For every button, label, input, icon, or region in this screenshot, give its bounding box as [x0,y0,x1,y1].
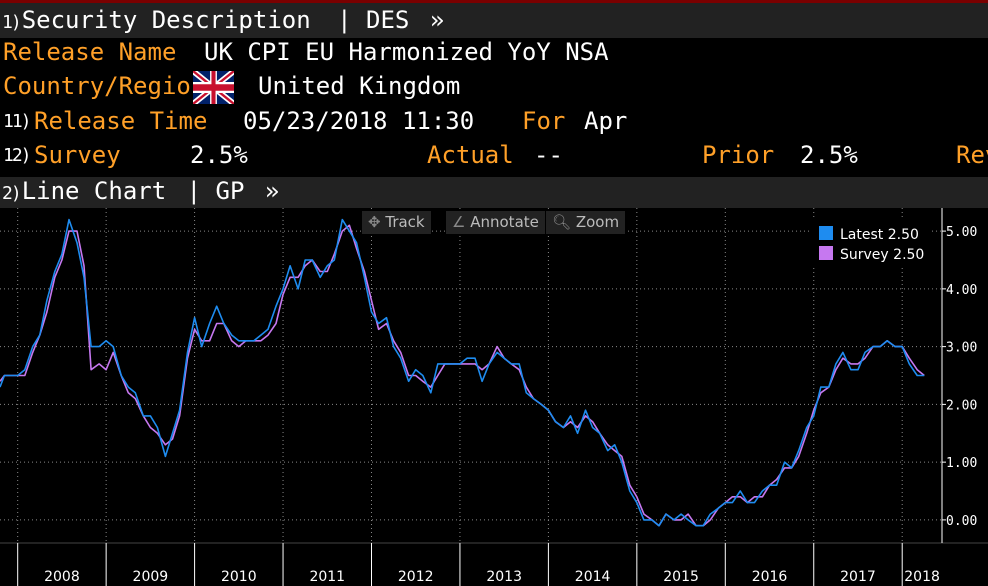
zoom-button[interactable]: 🔍︎ Zoom [546,211,626,234]
des-function-label[interactable]: | DES [337,6,410,34]
legend-swatch-survey [819,246,833,260]
chart-legend[interactable]: Latest 2.50 Survey 2.50 [810,220,932,266]
uk-flag-icon [193,71,234,104]
actual-label: Actual [427,141,514,169]
x-axis: 2008 2009 2010 2011 2012 2013 2014 2015 2016 2017… [0,542,988,586]
revised-label: Rev [956,141,988,169]
x-tick-label: 2010 [221,569,257,585]
menu-number: 2) [2,183,22,204]
security-description-title[interactable]: Security Description [21,6,311,34]
series-line-latest [0,218,925,527]
x-tick-label: 2011 [309,569,345,585]
annotate-button[interactable]: ∠ Annotate [446,211,545,234]
release-time-value: 05/23/2018 11:30 [243,107,475,135]
y-axis: 5.00 4.00 3.00 2.00 1.00 0.00 [941,208,977,543]
actual-value: -- [534,141,563,169]
for-value: Apr [584,107,628,135]
series-line-survey [0,224,925,527]
track-label: Track [385,213,425,231]
prior-value: 2.5% [800,141,858,169]
x-tick-label: 2009 [133,569,169,585]
line-chart-bar[interactable]: 2)Line Chart | GP » [0,177,988,208]
crosshair-icon: ✥ [368,213,381,231]
x-tick-label: 2017 [840,569,876,585]
menu-number: 1) [2,12,22,33]
y-tick-label: 1.00 [946,456,977,471]
release-time-number: 11) [3,111,31,132]
x-tick-label: 2016 [752,569,788,585]
chart-grid [0,208,942,543]
x-tick-label: 2013 [486,569,522,585]
magnifier-icon: 🔍︎ [552,213,572,231]
x-tick-label: 2015 [663,569,699,585]
release-time-label[interactable]: Release Time [34,107,208,135]
legend-label-survey: Survey 2.50 [840,247,924,263]
release-name-label: Release Name [3,38,177,66]
prior-label: Prior [702,141,775,169]
y-tick-label: 4.00 [946,283,977,298]
line-chart-title[interactable]: Line Chart [21,177,167,205]
chart-lines [0,218,925,527]
security-description-bar[interactable]: 1)Security Description | DES » [0,0,988,38]
gp-function-label[interactable]: | GP [186,177,245,205]
y-tick-label: 2.00 [946,398,977,413]
x-tick-label: 2008 [44,569,80,585]
release-name-value: UK CPI EU Harmonized YoY NSA [204,38,609,66]
y-tick-label: 5.00 [946,225,977,240]
survey-label[interactable]: Survey [34,141,121,169]
more-chevron-icon[interactable]: » [429,6,445,34]
annotate-label: Annotate [470,213,539,231]
zoom-label: Zoom [575,213,620,231]
x-tick-label: 2014 [575,569,611,585]
x-tick-label: 2018 [904,569,940,585]
more-chevron-icon[interactable]: » [264,177,280,205]
survey-value: 2.5% [190,141,248,169]
country-value: United Kingdom [258,72,461,100]
x-tick-label: 2012 [398,569,434,585]
y-tick-label: 0.00 [946,514,977,529]
for-label: For [522,107,566,135]
legend-swatch-latest [819,226,833,240]
track-button[interactable]: ✥ Track [362,211,431,234]
legend-label-latest: Latest 2.50 [840,227,919,243]
y-tick-label: 3.00 [946,341,977,356]
line-chart[interactable]: 2008 2009 2010 2011 2012 2013 2014 2015 2016 2017… [0,208,988,586]
pencil-icon: ∠ [452,213,466,231]
country-label: Country/Region [3,72,206,100]
survey-number: 12) [3,145,31,166]
